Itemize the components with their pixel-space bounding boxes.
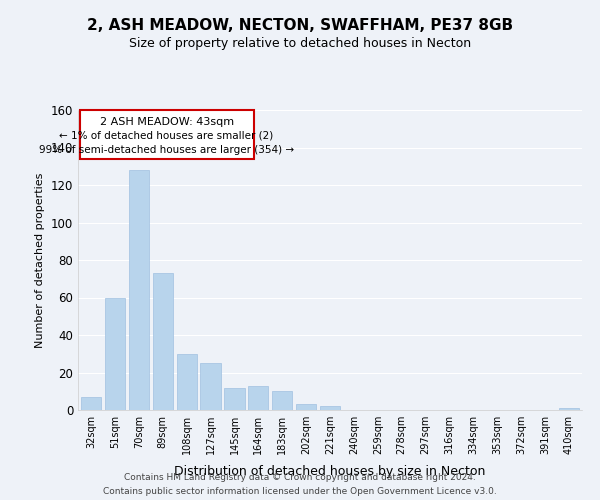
Text: Contains HM Land Registry data © Crown copyright and database right 2024.: Contains HM Land Registry data © Crown c… [124,473,476,482]
Text: 2, ASH MEADOW, NECTON, SWAFFHAM, PE37 8GB: 2, ASH MEADOW, NECTON, SWAFFHAM, PE37 8G… [87,18,513,32]
Bar [200,363,221,410]
Text: Contains public sector information licensed under the Open Government Licence v3: Contains public sector information licen… [103,486,497,496]
Bar [176,354,197,410]
Bar [296,404,316,410]
Bar [272,391,292,410]
Bar [320,406,340,410]
Bar [152,273,173,410]
Bar [248,386,268,410]
Text: 2 ASH MEADOW: 43sqm: 2 ASH MEADOW: 43sqm [100,116,233,126]
Bar [81,397,101,410]
Bar [105,298,125,410]
Bar [224,388,245,410]
Bar [559,408,579,410]
Text: Size of property relative to detached houses in Necton: Size of property relative to detached ho… [129,38,471,51]
X-axis label: Distribution of detached houses by size in Necton: Distribution of detached houses by size … [175,466,485,478]
Text: ← 1% of detached houses are smaller (2): ← 1% of detached houses are smaller (2) [59,131,274,141]
Text: 99% of semi-detached houses are larger (354) →: 99% of semi-detached houses are larger (… [39,145,294,155]
Bar [129,170,149,410]
Bar [80,110,254,159]
Y-axis label: Number of detached properties: Number of detached properties [35,172,45,348]
